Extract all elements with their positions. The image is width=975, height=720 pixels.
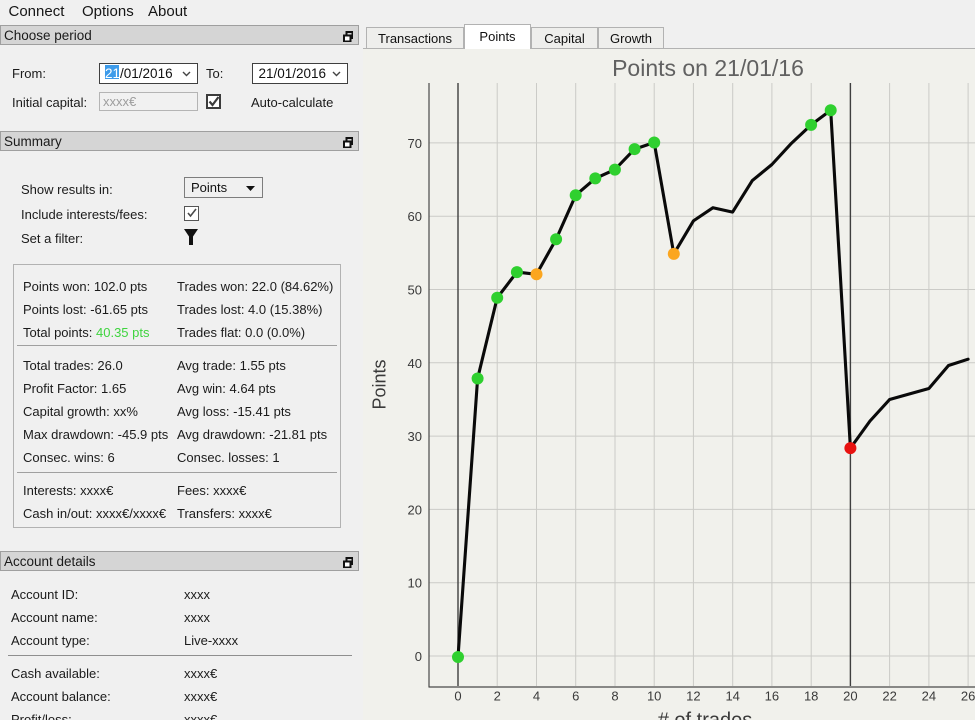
svg-text:0: 0 [415, 649, 422, 664]
svg-text:8: 8 [611, 689, 618, 704]
svg-text:30: 30 [408, 429, 422, 444]
svg-text:50: 50 [408, 283, 422, 298]
svg-text:22: 22 [882, 689, 896, 704]
svg-text:60: 60 [408, 209, 422, 224]
svg-text:16: 16 [765, 689, 779, 704]
svg-text:20: 20 [843, 689, 857, 704]
svg-text:4: 4 [533, 689, 540, 704]
svg-text:26: 26 [961, 689, 975, 704]
svg-text:Points on 21/01/16: Points on 21/01/16 [612, 55, 804, 81]
svg-text:10: 10 [408, 576, 422, 591]
svg-text:70: 70 [408, 136, 422, 151]
svg-text:0: 0 [454, 689, 461, 704]
svg-text:40: 40 [408, 356, 422, 371]
svg-text:12: 12 [686, 689, 700, 704]
svg-text:Points: Points [370, 359, 390, 409]
svg-text:# of trades: # of trades [658, 710, 753, 720]
svg-text:10: 10 [647, 689, 661, 704]
svg-text:18: 18 [804, 689, 818, 704]
svg-text:20: 20 [408, 502, 422, 517]
svg-text:2: 2 [494, 689, 501, 704]
svg-text:24: 24 [922, 689, 936, 704]
svg-text:6: 6 [572, 689, 579, 704]
svg-text:14: 14 [725, 689, 739, 704]
